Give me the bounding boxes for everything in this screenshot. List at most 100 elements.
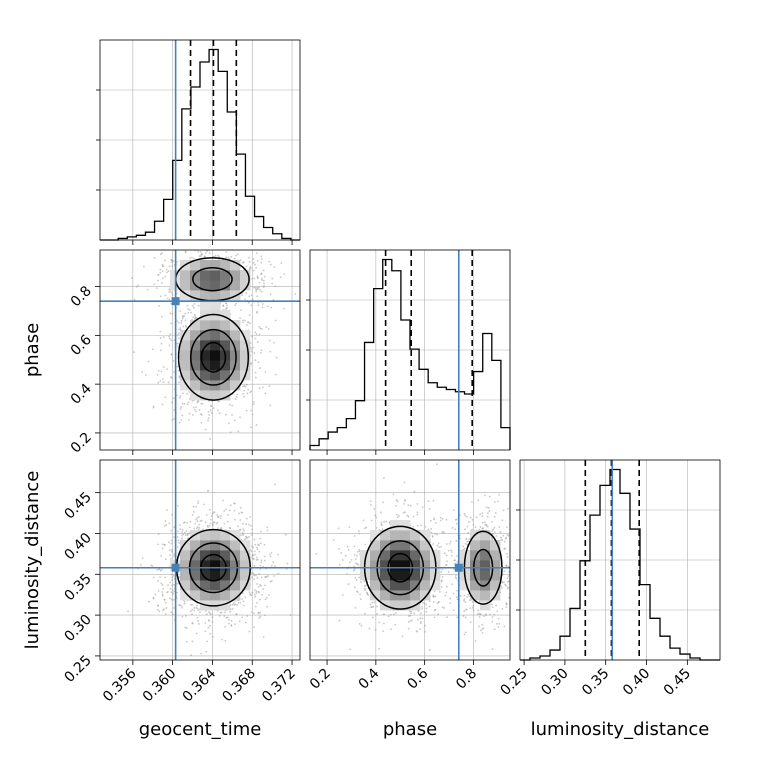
sample-point	[419, 617, 422, 620]
sample-point	[220, 515, 222, 517]
sample-point	[195, 406, 198, 408]
sample-point	[441, 575, 444, 578]
density-cell	[180, 370, 191, 381]
sample-point	[491, 606, 494, 609]
density-cell	[190, 330, 201, 341]
sample-point	[425, 603, 428, 606]
sample-point	[170, 542, 173, 545]
sample-point	[244, 596, 247, 599]
sample-point	[347, 549, 350, 551]
sample-point	[421, 617, 424, 620]
sample-point	[254, 286, 257, 289]
density-cell	[220, 540, 231, 551]
sample-point	[197, 515, 200, 518]
density-cell	[480, 570, 491, 581]
sample-point	[168, 337, 171, 340]
sample-point	[178, 332, 180, 335]
sample-point	[375, 516, 378, 519]
sample-point	[280, 262, 283, 264]
sample-point	[171, 589, 174, 592]
sample-point	[253, 286, 255, 289]
density-cell	[220, 330, 231, 341]
sample-point	[240, 309, 242, 312]
sample-point	[209, 522, 212, 525]
sample-point	[465, 538, 468, 540]
histogram-luminosity_distance	[516, 459, 721, 661]
sample-point	[259, 289, 261, 292]
sample-point	[265, 596, 268, 599]
sample-point	[358, 576, 361, 579]
sample-point	[253, 241, 255, 243]
sample-point	[234, 304, 236, 307]
sample-point	[179, 310, 182, 313]
sample-point	[248, 630, 251, 633]
sample-point	[191, 621, 194, 624]
sample-point	[224, 302, 227, 305]
sample-point	[160, 252, 163, 255]
sample-point	[456, 523, 458, 525]
sample-point	[254, 595, 257, 598]
sample-point	[231, 603, 234, 606]
sample-point	[256, 548, 259, 551]
sample-point	[447, 549, 450, 552]
density-cell	[190, 370, 201, 381]
sample-point	[241, 522, 244, 525]
sample-point	[468, 538, 471, 540]
sample-point	[464, 542, 467, 545]
sample-point	[500, 585, 503, 588]
sample-point	[356, 591, 359, 593]
contour-level-0-mode-0	[177, 313, 250, 401]
sample-point	[152, 576, 155, 579]
y-tick-label-luminosity_distance-3: 0.40	[61, 530, 94, 563]
sample-point	[493, 515, 496, 518]
density-cell	[380, 570, 391, 581]
sample-point	[252, 258, 255, 261]
sample-point	[255, 246, 257, 248]
sample-point	[196, 616, 199, 619]
sample-point	[197, 528, 200, 531]
sample-point	[255, 424, 258, 426]
density-cell	[240, 560, 251, 571]
sample-point	[232, 602, 235, 604]
sample-point	[166, 297, 169, 300]
sample-point	[250, 556, 252, 559]
sample-point	[257, 612, 260, 615]
sample-point	[178, 421, 181, 424]
density-cell	[240, 360, 251, 371]
sample-point	[259, 615, 262, 618]
density-cell	[400, 600, 411, 611]
density-cell	[180, 550, 191, 561]
density-cell	[390, 590, 401, 601]
sample-point	[250, 363, 252, 365]
sample-point	[173, 418, 175, 420]
sample-point	[168, 549, 171, 552]
sample-point	[477, 499, 480, 502]
density-cell	[190, 340, 201, 351]
sample-point	[170, 353, 173, 356]
sample-point	[269, 404, 272, 407]
density-cell	[210, 370, 221, 381]
panel-frame-phase	[309, 249, 511, 451]
sample-point	[416, 513, 419, 516]
sample-point	[428, 508, 431, 510]
sample-point	[485, 506, 488, 509]
sample-point	[257, 590, 260, 593]
sample-point	[178, 603, 181, 606]
sample-point	[211, 621, 214, 623]
sample-point	[528, 564, 530, 566]
sample-point	[382, 630, 385, 633]
sample-point	[445, 518, 448, 521]
sample-point	[373, 507, 376, 510]
sample-point	[498, 493, 500, 496]
sample-point	[263, 282, 265, 285]
density-cell	[400, 520, 411, 531]
sample-point	[491, 533, 494, 536]
sample-point	[207, 619, 210, 621]
sample-point	[245, 292, 248, 294]
x-tick-label-geocent_time-0: 0.356	[100, 665, 140, 705]
sample-point	[493, 501, 496, 503]
sample-point	[164, 275, 167, 278]
sample-point	[441, 531, 444, 534]
sample-point	[183, 600, 186, 603]
density-cell	[210, 320, 221, 331]
